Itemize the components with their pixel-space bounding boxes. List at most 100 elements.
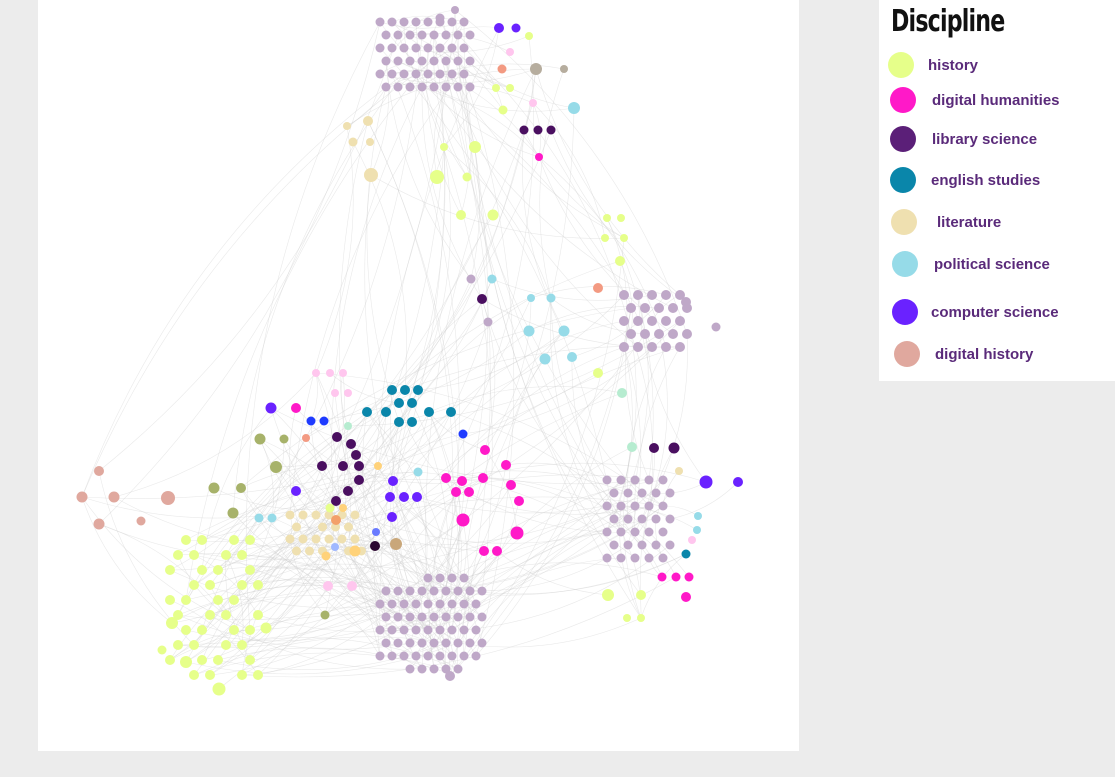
network-node[interactable] xyxy=(487,209,499,221)
network-node[interactable] xyxy=(411,43,421,53)
network-node[interactable] xyxy=(331,543,339,551)
network-node[interactable] xyxy=(471,599,481,609)
network-node[interactable] xyxy=(253,670,263,680)
network-node[interactable] xyxy=(527,294,535,302)
network-node[interactable] xyxy=(456,210,466,220)
network-node[interactable] xyxy=(237,550,247,560)
network-node[interactable] xyxy=(291,403,301,413)
network-node[interactable] xyxy=(619,342,629,352)
network-node[interactable] xyxy=(375,599,385,609)
network-node[interactable] xyxy=(529,99,537,107)
network-node[interactable] xyxy=(375,17,385,27)
network-node[interactable] xyxy=(393,638,403,648)
network-node[interactable] xyxy=(654,303,664,313)
network-node[interactable] xyxy=(354,461,364,471)
network-node[interactable] xyxy=(661,290,671,300)
network-node[interactable] xyxy=(393,612,403,622)
network-node[interactable] xyxy=(681,297,691,307)
network-node[interactable] xyxy=(459,651,469,661)
network-node[interactable] xyxy=(387,385,397,395)
network-node[interactable] xyxy=(447,43,457,53)
network-node[interactable] xyxy=(405,638,415,648)
network-node[interactable] xyxy=(413,467,423,477)
network-node[interactable] xyxy=(479,546,489,556)
network-node[interactable] xyxy=(514,496,524,506)
network-node[interactable] xyxy=(453,638,463,648)
network-node[interactable] xyxy=(626,303,636,313)
network-node[interactable] xyxy=(181,625,191,635)
network-node[interactable] xyxy=(630,501,640,511)
network-node[interactable] xyxy=(429,30,439,40)
network-node[interactable] xyxy=(601,234,609,242)
legend-item-library-science[interactable]: library science xyxy=(879,126,1115,156)
network-node[interactable] xyxy=(344,522,353,532)
network-node[interactable] xyxy=(560,65,568,73)
network-node[interactable] xyxy=(363,116,373,126)
network-node[interactable] xyxy=(213,565,223,575)
network-node[interactable] xyxy=(510,526,524,540)
network-node[interactable] xyxy=(324,510,334,520)
network-node[interactable] xyxy=(337,534,347,544)
network-node[interactable] xyxy=(161,491,175,505)
network-node[interactable] xyxy=(627,442,637,452)
network-node[interactable] xyxy=(94,466,104,476)
network-node[interactable] xyxy=(525,32,533,40)
network-node[interactable] xyxy=(465,612,475,622)
network-canvas[interactable] xyxy=(38,0,799,751)
network-node[interactable] xyxy=(501,460,511,470)
network-node[interactable] xyxy=(593,283,603,293)
network-node[interactable] xyxy=(213,655,223,665)
network-node[interactable] xyxy=(447,69,457,79)
network-node[interactable] xyxy=(626,329,636,339)
legend-item-computer-science[interactable]: computer science xyxy=(879,299,1115,329)
network-node[interactable] xyxy=(441,56,451,66)
network-node[interactable] xyxy=(349,545,361,557)
network-node[interactable] xyxy=(633,316,643,326)
network-node[interactable] xyxy=(387,17,397,27)
network-node[interactable] xyxy=(400,385,410,395)
network-node[interactable] xyxy=(253,580,263,590)
network-node[interactable] xyxy=(423,651,433,661)
network-node[interactable] xyxy=(260,622,272,634)
network-node[interactable] xyxy=(136,516,146,526)
network-node[interactable] xyxy=(619,290,629,300)
network-node[interactable] xyxy=(399,43,409,53)
network-node[interactable] xyxy=(157,645,167,655)
network-node[interactable] xyxy=(633,290,643,300)
network-node[interactable] xyxy=(351,450,361,460)
network-node[interactable] xyxy=(399,492,409,502)
network-node[interactable] xyxy=(445,671,455,681)
network-node[interactable] xyxy=(519,125,529,135)
network-node[interactable] xyxy=(616,527,626,537)
network-node[interactable] xyxy=(348,137,358,147)
network-node[interactable] xyxy=(429,82,439,92)
network-node[interactable] xyxy=(374,462,382,470)
network-node[interactable] xyxy=(407,417,417,427)
network-node[interactable] xyxy=(302,434,310,442)
network-node[interactable] xyxy=(441,473,451,483)
network-node[interactable] xyxy=(279,434,289,444)
network-node[interactable] xyxy=(506,480,516,490)
network-node[interactable] xyxy=(675,467,683,475)
network-node[interactable] xyxy=(435,13,445,23)
network-node[interactable] xyxy=(465,638,475,648)
network-node[interactable] xyxy=(429,586,439,596)
network-node[interactable] xyxy=(447,625,457,635)
network-node[interactable] xyxy=(568,102,580,114)
network-node[interactable] xyxy=(694,512,702,520)
network-node[interactable] xyxy=(471,625,481,635)
network-node[interactable] xyxy=(245,535,255,545)
legend-item-history[interactable]: history xyxy=(879,52,1115,82)
network-node[interactable] xyxy=(245,565,255,575)
network-node[interactable] xyxy=(312,369,320,377)
network-node[interactable] xyxy=(411,599,421,609)
network-node[interactable] xyxy=(630,527,640,537)
network-node[interactable] xyxy=(435,43,445,53)
network-node[interactable] xyxy=(393,82,403,92)
network-node[interactable] xyxy=(511,23,521,33)
network-node[interactable] xyxy=(465,586,475,596)
network-node[interactable] xyxy=(480,445,490,455)
network-node[interactable] xyxy=(658,501,668,511)
network-node[interactable] xyxy=(253,610,263,620)
network-node[interactable] xyxy=(535,153,543,161)
